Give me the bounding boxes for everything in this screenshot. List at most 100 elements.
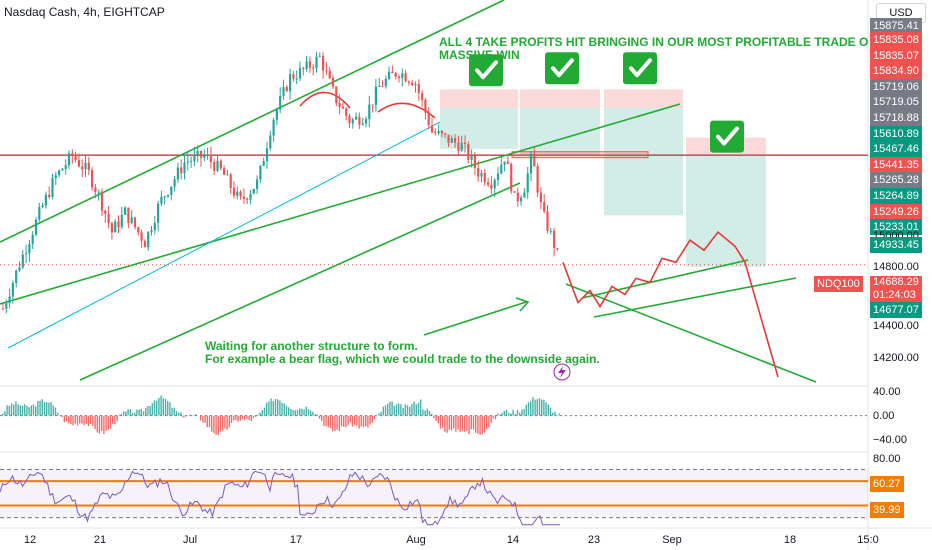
current-price-tag: 14688.29 01:24:03 bbox=[870, 276, 922, 302]
candle-body bbox=[378, 85, 381, 87]
macd-bar bbox=[356, 415, 358, 426]
macd-bar bbox=[523, 408, 525, 416]
price-tag-14677: 14677.07 bbox=[870, 302, 922, 318]
macd-bar bbox=[156, 400, 158, 416]
macd-bar bbox=[345, 415, 347, 428]
macd-bar bbox=[94, 415, 96, 430]
price-tag: 15264.89 bbox=[870, 188, 922, 204]
candle-body bbox=[289, 74, 292, 91]
macd-bar bbox=[538, 398, 541, 416]
macd-bar bbox=[323, 415, 325, 426]
candle-body bbox=[84, 162, 87, 170]
candle-body bbox=[150, 230, 153, 232]
price-tag: 15610.89 bbox=[870, 125, 922, 142]
trend-line-thin bbox=[7, 121, 441, 349]
macd-bar bbox=[129, 409, 131, 416]
macd-bar bbox=[536, 399, 538, 416]
macd-bar bbox=[277, 399, 279, 416]
macd-bar bbox=[362, 415, 365, 428]
macd-bar bbox=[398, 403, 400, 416]
candle-body bbox=[407, 81, 410, 83]
candle-body bbox=[15, 270, 18, 283]
candle-body bbox=[71, 153, 74, 157]
rsi-line bbox=[0, 470, 560, 526]
macd-bar bbox=[512, 409, 514, 416]
candle-body bbox=[223, 168, 226, 175]
macd-bar bbox=[248, 415, 250, 421]
macd-bar bbox=[211, 415, 213, 432]
macd-bar bbox=[145, 408, 147, 416]
macd-bar bbox=[461, 415, 464, 432]
macd-bar bbox=[378, 413, 380, 416]
macd-bar bbox=[338, 415, 340, 432]
macd-bar bbox=[327, 415, 329, 428]
candle-body bbox=[437, 130, 440, 134]
candle-body bbox=[140, 232, 143, 241]
macd-bar bbox=[233, 415, 235, 421]
position-target-zone bbox=[440, 108, 518, 149]
macd-bar bbox=[13, 404, 15, 416]
candle-body bbox=[447, 134, 450, 143]
price-tag: 15265.28 bbox=[870, 172, 922, 189]
candle-body bbox=[5, 303, 8, 309]
macd-bar bbox=[389, 401, 391, 416]
macd-bar bbox=[200, 415, 202, 421]
macd-bar bbox=[365, 415, 367, 427]
candle-body bbox=[147, 231, 150, 248]
candle-body bbox=[143, 240, 146, 248]
macd-bar bbox=[173, 407, 175, 416]
macd-bar bbox=[384, 405, 387, 416]
position-stop-zone bbox=[520, 89, 600, 109]
macd-bar bbox=[336, 415, 338, 430]
macd-bar bbox=[259, 412, 261, 416]
candle-body bbox=[358, 116, 361, 125]
macd-bar bbox=[85, 415, 87, 424]
candle-body bbox=[236, 191, 239, 196]
candle-body bbox=[219, 160, 222, 169]
macd-bar bbox=[52, 405, 54, 416]
trend-line bbox=[0, 0, 505, 243]
macd-bar bbox=[48, 402, 50, 416]
candle-body bbox=[394, 73, 397, 77]
macd-bar bbox=[10, 403, 13, 416]
candle-body bbox=[480, 173, 483, 177]
macd-bar bbox=[74, 415, 76, 424]
candle-body bbox=[546, 211, 549, 231]
candle-body bbox=[463, 142, 467, 145]
macd-axis-label: 0.00 bbox=[873, 410, 895, 422]
macd-bar bbox=[448, 415, 450, 430]
macd-bar bbox=[21, 405, 24, 416]
macd-bar bbox=[413, 401, 415, 416]
macd-bar bbox=[2, 413, 4, 416]
macd-bar bbox=[354, 415, 356, 425]
macd-bar bbox=[235, 415, 237, 421]
macd-bar bbox=[182, 415, 184, 418]
macd-bar bbox=[215, 415, 217, 435]
macd-bar bbox=[351, 415, 354, 427]
candle-body bbox=[440, 130, 443, 134]
macd-bar bbox=[250, 415, 252, 422]
candle-body bbox=[81, 166, 84, 170]
candle-body bbox=[533, 153, 536, 167]
macd-bar bbox=[123, 411, 125, 416]
macd-bar bbox=[112, 415, 114, 424]
macd-bar bbox=[285, 405, 288, 416]
macd-bar bbox=[303, 409, 305, 416]
candle-body bbox=[133, 217, 137, 228]
candle-body bbox=[529, 153, 533, 174]
current-symbol-tag: NDQ100 bbox=[814, 276, 863, 292]
macd-bar bbox=[299, 408, 301, 416]
macd-bar bbox=[57, 412, 59, 416]
time-label: Sep bbox=[662, 534, 682, 546]
candle-body bbox=[457, 142, 460, 151]
candle-body bbox=[539, 192, 542, 203]
macd-bar bbox=[261, 410, 263, 416]
macd-bar bbox=[195, 414, 197, 416]
macd-bar bbox=[301, 408, 303, 416]
macd-bar bbox=[184, 415, 186, 417]
candle-body bbox=[216, 160, 219, 171]
macd-bar bbox=[158, 397, 160, 416]
candle-body bbox=[520, 197, 523, 202]
candle-body bbox=[553, 230, 556, 249]
